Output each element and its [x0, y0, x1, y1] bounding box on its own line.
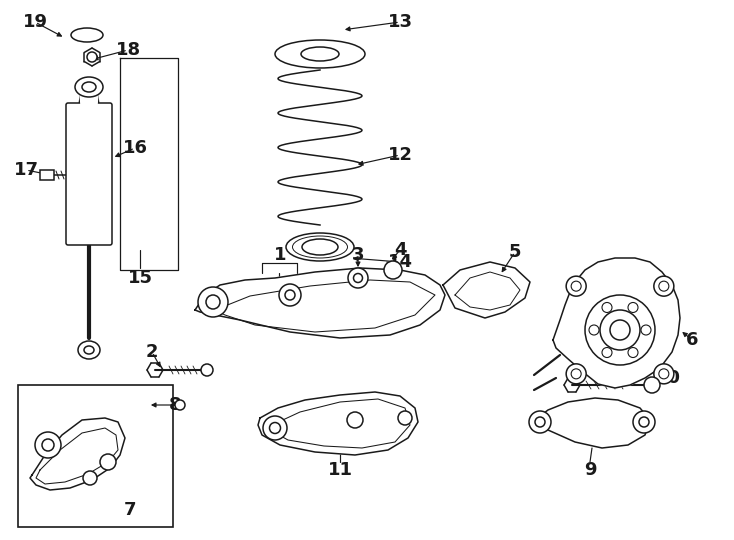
Text: 10: 10 [655, 369, 680, 387]
Circle shape [628, 348, 638, 357]
Text: 6: 6 [686, 331, 698, 349]
Ellipse shape [35, 432, 61, 458]
Ellipse shape [535, 417, 545, 427]
Ellipse shape [354, 273, 363, 282]
Text: 12: 12 [388, 146, 413, 164]
Polygon shape [553, 258, 680, 388]
Ellipse shape [42, 439, 54, 451]
Circle shape [87, 52, 97, 62]
Ellipse shape [100, 454, 116, 470]
Circle shape [654, 276, 674, 296]
FancyBboxPatch shape [66, 103, 112, 245]
Circle shape [644, 377, 660, 393]
Text: 17: 17 [13, 161, 38, 179]
Circle shape [654, 364, 674, 384]
Text: 3: 3 [352, 246, 364, 264]
Circle shape [602, 302, 612, 313]
Ellipse shape [285, 290, 295, 300]
Circle shape [589, 325, 599, 335]
Ellipse shape [275, 40, 365, 68]
Text: 13: 13 [388, 13, 413, 31]
Circle shape [610, 320, 630, 340]
Circle shape [566, 276, 586, 296]
Ellipse shape [279, 284, 301, 306]
Bar [18, 385, 173, 527]
Circle shape [571, 369, 581, 379]
Ellipse shape [206, 295, 220, 309]
Ellipse shape [71, 28, 103, 42]
Polygon shape [258, 392, 418, 455]
Polygon shape [40, 170, 54, 180]
Circle shape [659, 281, 669, 291]
Ellipse shape [286, 233, 354, 261]
Ellipse shape [263, 416, 287, 440]
Ellipse shape [269, 422, 280, 434]
Text: 11: 11 [327, 461, 352, 479]
Text: 5: 5 [509, 243, 521, 261]
Circle shape [628, 302, 638, 313]
Text: 15: 15 [128, 269, 153, 287]
Text: 19: 19 [23, 13, 48, 31]
Ellipse shape [348, 268, 368, 288]
Circle shape [585, 295, 655, 365]
Ellipse shape [633, 411, 655, 433]
Circle shape [600, 310, 640, 350]
Polygon shape [30, 418, 125, 490]
Text: 4: 4 [393, 241, 406, 259]
Text: 9: 9 [584, 461, 596, 479]
Polygon shape [79, 83, 99, 105]
Circle shape [201, 364, 213, 376]
Ellipse shape [301, 47, 339, 61]
Ellipse shape [198, 287, 228, 317]
Circle shape [659, 369, 669, 379]
Ellipse shape [82, 82, 96, 92]
Text: 16: 16 [123, 139, 148, 157]
Ellipse shape [639, 417, 649, 427]
Ellipse shape [84, 346, 94, 354]
Circle shape [175, 400, 185, 410]
Circle shape [566, 364, 586, 384]
Ellipse shape [75, 77, 103, 97]
Text: 7: 7 [124, 501, 137, 519]
Ellipse shape [384, 261, 402, 279]
Ellipse shape [529, 411, 551, 433]
Text: 8: 8 [169, 396, 181, 414]
Text: 1: 1 [274, 246, 286, 264]
Text: 2: 2 [146, 343, 159, 361]
Ellipse shape [398, 411, 412, 425]
Polygon shape [534, 398, 650, 448]
Polygon shape [443, 262, 530, 318]
Circle shape [571, 281, 581, 291]
Text: 18: 18 [115, 41, 141, 59]
Ellipse shape [347, 412, 363, 428]
Ellipse shape [302, 239, 338, 255]
Ellipse shape [78, 341, 100, 359]
Circle shape [602, 348, 612, 357]
Polygon shape [195, 268, 445, 338]
Text: 14: 14 [388, 253, 413, 271]
Ellipse shape [83, 471, 97, 485]
Circle shape [641, 325, 651, 335]
